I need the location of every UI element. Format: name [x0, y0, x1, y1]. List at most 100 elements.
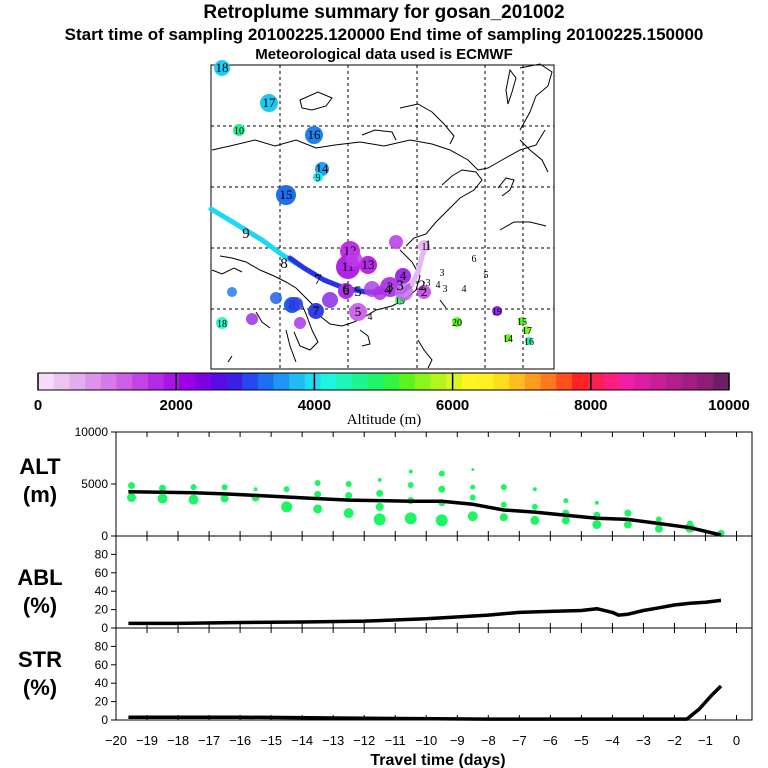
- map-marker: [313, 172, 323, 182]
- colorbar-swatch: [242, 373, 259, 390]
- x-tick-label: −14: [291, 733, 313, 748]
- trajectory-day-label: 1: [424, 238, 432, 254]
- map-marker: [260, 94, 278, 112]
- map-marker: [305, 126, 323, 144]
- x-tick-label: −13: [322, 733, 344, 748]
- colorbar-swatch: [383, 373, 400, 390]
- colorbar-swatch: [257, 373, 275, 390]
- map-marker: [373, 286, 387, 300]
- str-ylabel: STR: [18, 647, 62, 672]
- met-data-note: Meteorological data used is ECMWF: [255, 46, 513, 63]
- colorbar-swatch: [650, 373, 667, 390]
- alt-marker: [373, 513, 386, 526]
- colorbar-swatch: [147, 373, 165, 390]
- colorbar-swatch: [195, 373, 212, 390]
- alt-marker: [404, 512, 417, 525]
- alt-marker: [408, 469, 413, 474]
- y-tick-label: 0: [101, 621, 108, 635]
- abl-ylabel: ABL: [17, 565, 62, 590]
- colorbar-swatch: [697, 373, 714, 390]
- map-marker: [504, 334, 512, 342]
- alt-marker: [375, 502, 384, 511]
- str-ylabel: (%): [23, 675, 57, 700]
- alt-marker: [561, 516, 570, 525]
- colorbar-swatch: [399, 373, 416, 390]
- trajectory-day-label: 4: [384, 282, 392, 298]
- alt-marker: [563, 498, 569, 504]
- alt-marker: [500, 501, 507, 508]
- map-marker: [523, 326, 531, 334]
- alt-marker: [159, 484, 167, 492]
- x-tick-label: −17: [198, 733, 220, 748]
- map-small-label: 5: [484, 270, 489, 281]
- colorbar-swatch: [509, 373, 526, 390]
- colorbar-swatch: [320, 373, 337, 390]
- colorbar-swatch: [116, 373, 133, 390]
- alt-marker: [345, 481, 352, 487]
- alt-marker: [283, 486, 290, 493]
- colorbar-swatch: [273, 373, 290, 390]
- alt-marker: [128, 482, 136, 490]
- alt-marker: [221, 484, 228, 491]
- map-markers: 1817101615149121113612345781920141516171…: [214, 60, 534, 348]
- colorbar-tick-label: 10000: [708, 397, 750, 414]
- x-tick-label: −10: [415, 733, 437, 748]
- alt-marker: [592, 520, 602, 530]
- alt-marker: [281, 501, 293, 513]
- alt-marker: [499, 513, 508, 522]
- colorbar-swatch: [336, 373, 353, 390]
- x-tick-label: 0: [733, 733, 740, 748]
- alt-series-line: [128, 490, 722, 537]
- y-tick-label: 5000: [81, 477, 108, 491]
- x-tick-label: −19: [136, 733, 158, 748]
- colorbar-swatch: [210, 373, 227, 390]
- alt-marker: [532, 487, 537, 492]
- abl-panel: 80 60 40 20 0 ABL (%): [17, 535, 753, 635]
- alt-marker: [655, 516, 662, 523]
- x-tick-label: −12: [353, 733, 375, 748]
- colorbar-swatch: [367, 373, 384, 390]
- alt-marker: [345, 491, 353, 499]
- map-marker: [359, 256, 377, 274]
- colorbar-swatch: [571, 373, 589, 390]
- map-small-label: 3: [440, 268, 445, 279]
- colorbar-swatch: [462, 373, 479, 390]
- map-marker-label: 18: [217, 319, 227, 330]
- alt-marker: [127, 493, 137, 503]
- alt-marker: [435, 514, 448, 527]
- alt-marker: [157, 493, 168, 504]
- alt-ylabel: (m): [23, 482, 57, 507]
- map-marker: [322, 292, 338, 308]
- trajectory-day-label: 6: [342, 282, 350, 298]
- alt-marker: [594, 500, 599, 505]
- colorbar-swatch: [163, 373, 180, 390]
- colorbar-swatch: [289, 373, 306, 390]
- map-marker-label: 20: [452, 318, 462, 329]
- map-marker-label: 9: [316, 173, 321, 184]
- map-marker: [294, 317, 306, 329]
- map-marker-label: 10: [234, 126, 244, 137]
- str-panel: 80 60 40 20 0 STR (%): [18, 627, 753, 727]
- colorbar-tick-label: 6000: [436, 397, 469, 414]
- colorbar-swatch: [556, 373, 573, 390]
- colorbar-swatch: [681, 373, 699, 390]
- abl-frame: [115, 535, 753, 629]
- alt-marker: [407, 482, 414, 489]
- colorbar-swatch: [540, 373, 557, 390]
- map-small-label: 3: [426, 278, 431, 289]
- trajectory-map: 1817101615149121113612345781920141516171…: [208, 60, 555, 370]
- map-marker-label: 16: [308, 127, 322, 142]
- x-tick-label: −20: [105, 733, 127, 748]
- colorbar-swatch: [414, 373, 432, 390]
- altitude-colorbar: 0 2000 4000 6000 8000 10000: [34, 372, 750, 414]
- colorbar-swatch: [619, 373, 636, 390]
- alt-marker: [313, 504, 323, 514]
- alt-marker: [438, 470, 445, 477]
- colorbar-tick-label: 0: [34, 397, 42, 414]
- colorbar-swatch: [132, 373, 149, 390]
- colorbar-swatch: [446, 373, 463, 390]
- x-tick-label: −2: [667, 733, 682, 748]
- alt-marker: [623, 520, 632, 529]
- x-tick-label: −7: [512, 733, 527, 748]
